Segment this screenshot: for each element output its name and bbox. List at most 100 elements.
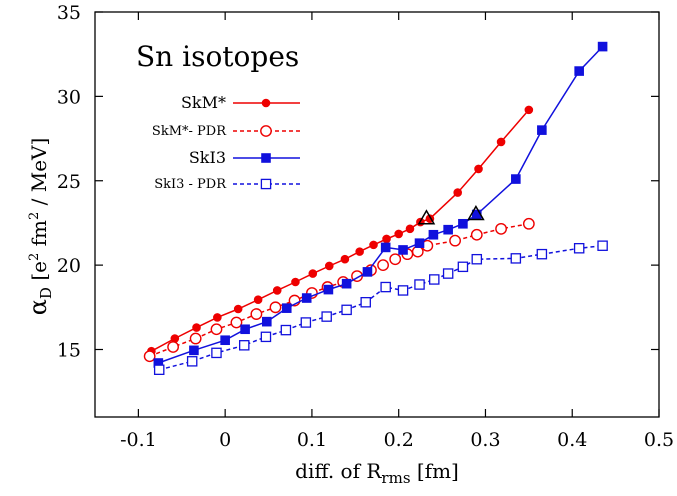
data-point — [495, 222, 507, 235]
legend-marker — [261, 153, 271, 163]
data-point — [362, 267, 373, 277]
y-tick-label: 15 — [57, 340, 81, 362]
x-tick-label: 0.4 — [557, 429, 587, 451]
series-line — [151, 109, 530, 352]
data-point — [574, 66, 584, 76]
data-point — [414, 238, 425, 248]
data-point — [250, 308, 263, 320]
data-point — [143, 350, 156, 363]
annotation-marker — [467, 204, 485, 221]
data-point — [394, 229, 403, 239]
data-point — [442, 268, 454, 279]
y-tick-label: 35 — [57, 2, 81, 24]
data-point — [389, 253, 402, 266]
legend: SkM* SkM*- PDR SkI3 SkI3 - PDR — [152, 93, 300, 192]
data-point — [360, 296, 371, 308]
data-point — [471, 253, 483, 265]
data-point — [281, 303, 292, 313]
data-point — [380, 281, 391, 293]
legend-marker — [260, 178, 272, 190]
data-point — [522, 217, 535, 230]
legend-label: SkM*- PDR — [152, 124, 227, 139]
data-point — [474, 164, 483, 174]
data-point — [213, 313, 222, 322]
data-point — [510, 253, 522, 264]
data-point — [189, 332, 202, 345]
data-point — [240, 324, 250, 335]
data-point — [341, 278, 352, 289]
y-tick-label: 20 — [57, 255, 81, 277]
data-point — [324, 261, 334, 271]
data-point — [429, 274, 440, 285]
data-point — [233, 304, 243, 314]
data-point — [524, 105, 534, 115]
data-point — [153, 364, 165, 375]
data-point — [377, 259, 389, 272]
data-point — [291, 277, 300, 287]
data-point — [414, 279, 425, 290]
y-tick-label: 25 — [57, 171, 81, 193]
x-tick-label: 0.3 — [470, 429, 500, 451]
data-point — [321, 311, 332, 322]
annotations — [417, 204, 485, 225]
data-point — [272, 286, 282, 295]
series-line — [159, 244, 603, 371]
data-point — [496, 137, 506, 147]
data-point — [269, 301, 282, 314]
chart-marks — [143, 41, 608, 375]
x-tick-label: 0 — [219, 429, 231, 451]
x-tick-label: 0.1 — [297, 429, 327, 451]
data-point — [220, 335, 230, 346]
data-point — [262, 316, 272, 327]
series-3 — [153, 41, 608, 368]
data-point — [238, 340, 250, 351]
data-point — [355, 247, 364, 256]
legend-label: SkM* — [181, 93, 226, 112]
data-point — [405, 224, 415, 234]
series-4 — [153, 240, 608, 375]
axis-ticks: -0.1 0 0.1 0.2 0.3 0.4 0.5 15 20 25 30 35 — [57, 2, 674, 451]
data-point — [369, 240, 378, 250]
data-point — [458, 218, 468, 229]
legend-item-1: SkM* — [181, 93, 300, 112]
y-tick-label: 30 — [57, 86, 81, 108]
legend-label: SkI3 — [189, 148, 226, 167]
data-point — [536, 248, 548, 260]
data-point — [443, 224, 453, 235]
data-point — [380, 242, 391, 253]
data-point — [597, 41, 608, 52]
data-point — [300, 317, 312, 328]
data-point — [470, 228, 483, 241]
data-point — [398, 245, 408, 255]
data-point — [537, 125, 547, 135]
series-2 — [143, 217, 535, 363]
data-point — [449, 234, 461, 247]
data-point — [511, 174, 521, 184]
annotation-marker — [417, 209, 436, 225]
legend-marker — [260, 125, 272, 137]
data-point — [210, 323, 223, 336]
data-point — [573, 242, 585, 254]
data-point — [323, 284, 334, 295]
data-point — [397, 285, 409, 296]
legend-marker — [261, 98, 271, 108]
data-point — [453, 188, 462, 197]
data-point — [428, 229, 439, 240]
x-axis-title: diff. of Rrms [fm] — [295, 459, 459, 487]
data-point — [597, 240, 608, 251]
data-point — [340, 254, 350, 264]
legend-item-4: SkI3 - PDR — [154, 177, 300, 192]
data-point — [253, 295, 263, 305]
x-tick-label: -0.1 — [120, 429, 157, 451]
data-point — [167, 341, 179, 353]
data-point — [230, 316, 243, 329]
data-point — [211, 347, 222, 359]
legend-item-2: SkM*- PDR — [152, 124, 300, 139]
y-axis-title: αD [e2 fm2 / MeV] — [24, 138, 55, 316]
data-point — [301, 293, 312, 303]
chart-title: Sn isotopes — [136, 40, 299, 73]
x-tick-label: 0.2 — [384, 429, 414, 451]
data-point — [280, 324, 292, 336]
data-point — [341, 304, 352, 316]
